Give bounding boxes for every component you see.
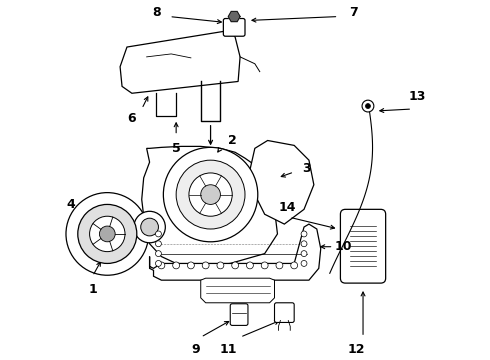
Circle shape: [291, 262, 297, 269]
Circle shape: [141, 218, 158, 236]
Polygon shape: [228, 12, 240, 22]
Circle shape: [172, 262, 180, 269]
Text: 4: 4: [67, 198, 75, 211]
FancyBboxPatch shape: [223, 18, 245, 36]
Text: 3: 3: [303, 162, 311, 175]
Circle shape: [158, 262, 165, 269]
Polygon shape: [201, 278, 274, 303]
FancyBboxPatch shape: [341, 209, 386, 283]
Text: 6: 6: [127, 112, 136, 125]
Circle shape: [362, 100, 374, 112]
Circle shape: [155, 251, 161, 257]
Circle shape: [176, 160, 245, 229]
Text: 7: 7: [349, 6, 358, 19]
Circle shape: [155, 241, 161, 247]
Circle shape: [66, 193, 148, 275]
Text: 14: 14: [278, 201, 296, 214]
Circle shape: [90, 216, 125, 252]
Polygon shape: [250, 140, 314, 224]
Circle shape: [155, 261, 161, 266]
Text: 5: 5: [172, 142, 180, 155]
Polygon shape: [149, 224, 321, 280]
Circle shape: [202, 262, 209, 269]
Circle shape: [276, 262, 283, 269]
Circle shape: [217, 262, 224, 269]
Text: 11: 11: [220, 342, 237, 356]
Polygon shape: [120, 30, 240, 93]
Circle shape: [99, 226, 115, 242]
Circle shape: [261, 262, 268, 269]
Circle shape: [78, 204, 137, 264]
Circle shape: [201, 185, 220, 204]
Text: 2: 2: [228, 134, 237, 147]
Circle shape: [189, 173, 232, 216]
Circle shape: [232, 262, 239, 269]
FancyBboxPatch shape: [230, 304, 248, 325]
FancyBboxPatch shape: [274, 303, 294, 323]
Text: 9: 9: [192, 342, 200, 356]
Text: 13: 13: [409, 90, 426, 103]
Text: 10: 10: [335, 240, 352, 253]
Polygon shape: [142, 147, 277, 266]
Circle shape: [301, 241, 307, 247]
Circle shape: [188, 262, 195, 269]
Circle shape: [246, 262, 253, 269]
Text: 1: 1: [88, 283, 97, 297]
Circle shape: [301, 231, 307, 237]
Circle shape: [366, 104, 370, 108]
Circle shape: [155, 231, 161, 237]
Circle shape: [301, 251, 307, 257]
Text: 8: 8: [152, 6, 161, 19]
Circle shape: [163, 147, 258, 242]
Text: 12: 12: [347, 342, 365, 356]
Circle shape: [301, 261, 307, 266]
Circle shape: [134, 211, 165, 243]
